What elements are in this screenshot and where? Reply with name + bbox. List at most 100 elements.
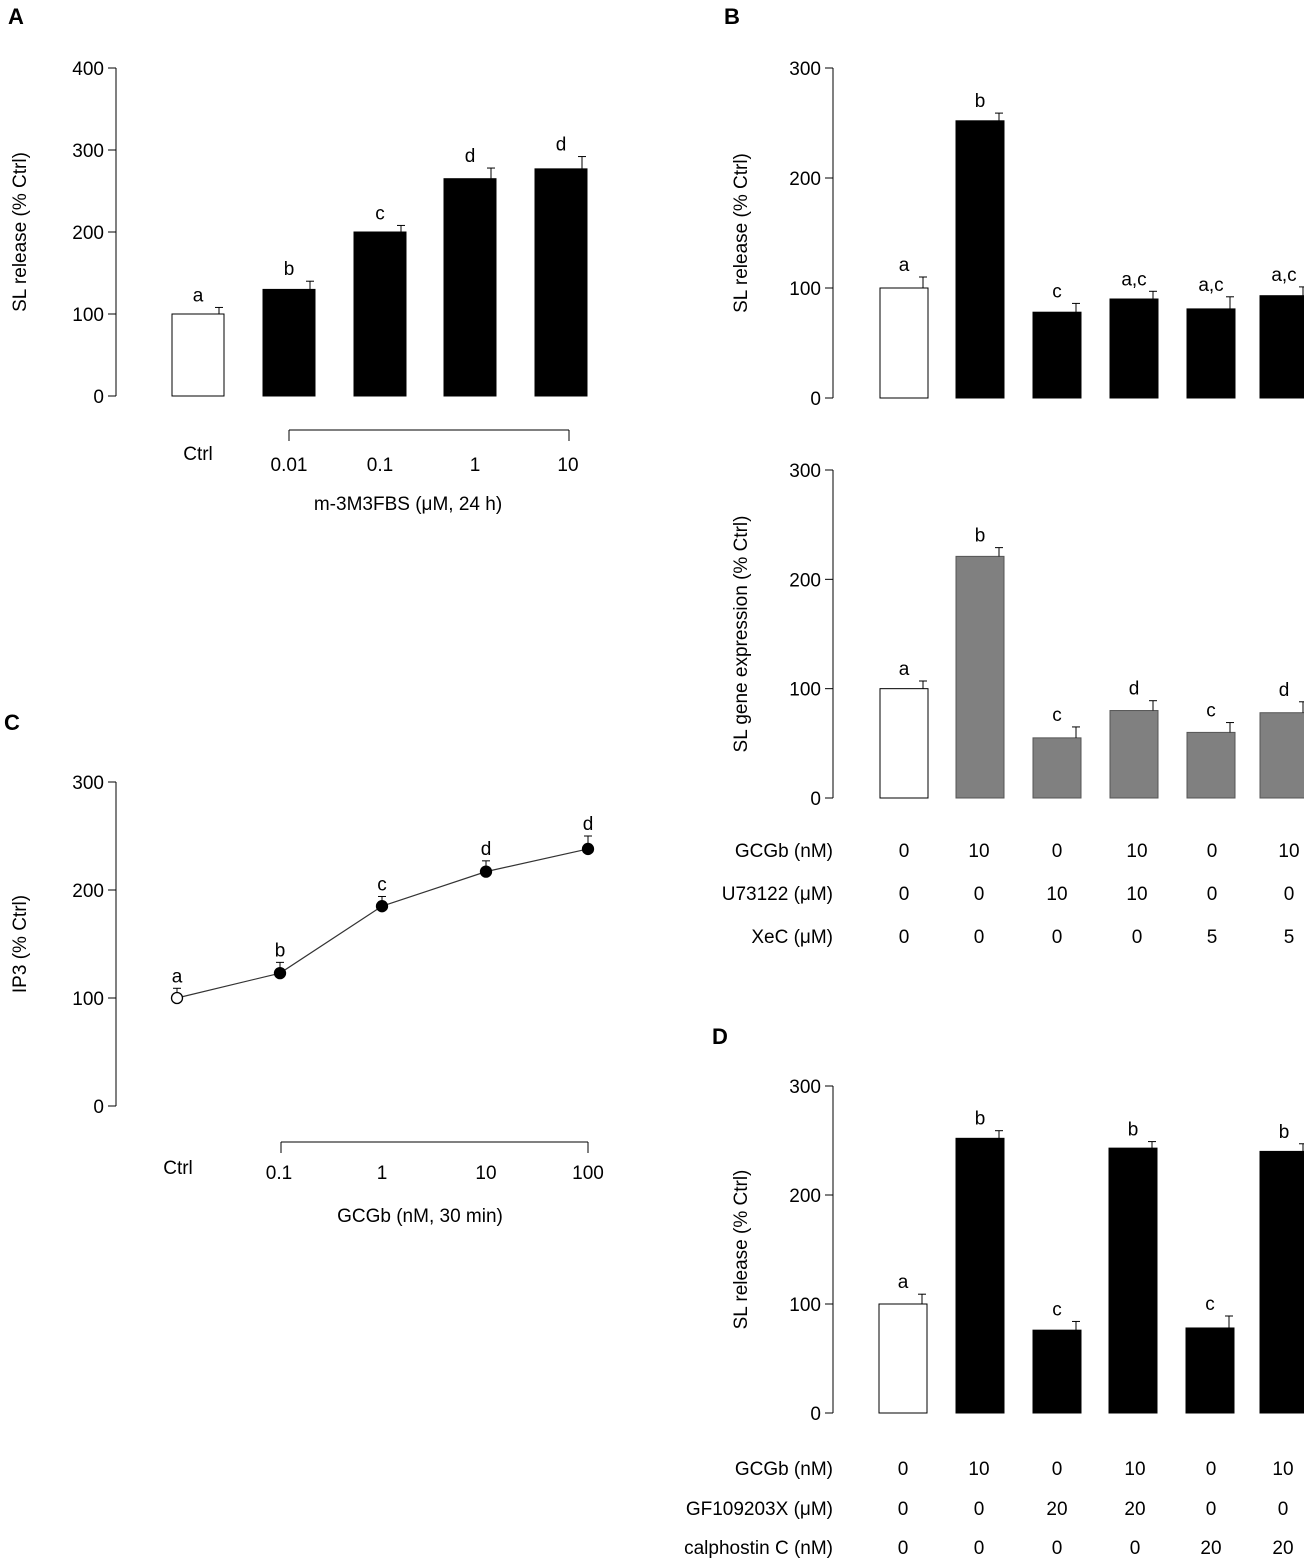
panel-b-expression-significance-letter: b: [975, 526, 986, 547]
panel-a-bar: [353, 231, 407, 397]
panel-d-treatment-value: 0: [1052, 1538, 1063, 1559]
panel-label-c: C: [4, 710, 20, 735]
panel-a-x-tick-label: 0.01: [271, 455, 308, 476]
panel-b-treatment-value: 0: [899, 884, 910, 905]
panel-c-x-tick-label: 0.1: [266, 1163, 292, 1184]
panel-a-x-tick-label: 0.1: [367, 455, 393, 476]
panel-b-significance-letter: a: [899, 255, 910, 276]
panel-d-bar: [1185, 1327, 1235, 1414]
panel-b-treatment-value: 0: [1207, 884, 1218, 905]
panel-d-y-tick-label: 300: [789, 1077, 821, 1098]
panel-b-treatment-value: 0: [899, 841, 910, 862]
panel-c-point: [273, 967, 287, 980]
panel-a-x-tick-label: 1: [470, 455, 481, 476]
panel-d-significance-letter: b: [1279, 1122, 1290, 1143]
panel-b-release-chart: 0 100 200 300 SL release (% Ctrl) a b c a,c a,c a,…: [731, 59, 1304, 410]
panel-d-significance-letter: a: [898, 1272, 909, 1293]
panel-b-expression-bar: [1032, 737, 1082, 799]
panel-b-treatment-value: 10: [968, 841, 989, 862]
panel-b-significance-letter: a,c: [1198, 275, 1223, 296]
panel-b-treatment-value: 10: [1126, 884, 1147, 905]
panel-b-y-tick-label: 300: [789, 59, 821, 80]
panel-d-treatment-value: 20: [1046, 1499, 1067, 1520]
panel-c-point: [479, 865, 493, 878]
panel-d-significance-letter: c: [1205, 1294, 1215, 1315]
panel-b-expression-y-tick-label: 100: [789, 680, 821, 701]
panel-b-treatment-value: 5: [1284, 927, 1295, 948]
panel-c-significance-letter: b: [275, 940, 286, 961]
panel-c-point: [375, 900, 389, 913]
panel-b-expression-significance-letter: a: [899, 659, 910, 680]
panel-b-expression-significance-letter: d: [1279, 680, 1290, 701]
panel-b-expression-y-tick-label: 200: [789, 570, 821, 591]
panel-c-significance-letter: c: [377, 874, 387, 895]
panel-d-treatment-value: 10: [1272, 1459, 1293, 1480]
panel-a-y-tick-label: 100: [72, 305, 104, 326]
panel-b-bar: [1259, 295, 1304, 399]
panel-d-treatment-value: 20: [1124, 1499, 1145, 1520]
panel-d-y-tick-label: 100: [789, 1295, 821, 1316]
panel-d-treatment-value: 0: [974, 1538, 985, 1559]
panel-d-bar: [1259, 1150, 1304, 1414]
panel-c-x-tick-label: 100: [572, 1163, 604, 1184]
panel-a-bar: [262, 288, 316, 397]
panel-b-bar: [955, 120, 1005, 399]
panel-c-significance-letter: a: [172, 966, 183, 987]
panel-a-significance-letter: d: [556, 135, 567, 156]
panel-d-treatment-label: GCGb (nM): [735, 1459, 833, 1480]
panel-c-x-tick-label: Ctrl: [163, 1158, 193, 1179]
panel-a-significance-letter: a: [193, 285, 204, 306]
panel-d-bar: [1108, 1147, 1158, 1414]
panel-d-treatment-label: calphostin C (nM): [684, 1538, 833, 1559]
panel-c-y-tick-label: 100: [72, 989, 104, 1010]
panel-label-b: B: [724, 4, 740, 29]
panel-b-significance-letter: a,c: [1121, 269, 1146, 290]
panel-c-y-tick-label: 200: [72, 881, 104, 902]
panel-b-treatment-value: 0: [1052, 927, 1063, 948]
panel-b-treatment-value: 0: [1132, 927, 1143, 948]
panel-c-y-axis-label: IP3 (% Ctrl): [10, 895, 31, 993]
panel-d-bar: [878, 1303, 928, 1414]
panel-d-treatment-value: 20: [1272, 1538, 1293, 1559]
panel-d-significance-letter: b: [975, 1109, 986, 1130]
panel-a-bar: [534, 168, 588, 397]
panel-a-y-tick-label: 400: [72, 59, 104, 80]
panel-a-x-axis-label: m-3M3FBS (μM, 24 h): [314, 494, 502, 515]
panel-b-expression-bar: [1259, 712, 1304, 799]
panel-c-significance-letter: d: [583, 814, 594, 835]
panel-b-expression-bar: [955, 555, 1005, 799]
panel-d-treatment-value: 0: [1206, 1459, 1217, 1480]
panel-b-treatment-value: 10: [1046, 884, 1067, 905]
panel-b-y-axis-label: SL release (% Ctrl): [731, 153, 752, 313]
panel-a-chart: 0 100 200 300 400 SL release (% Ctrl) a b c d d Ctr…: [10, 59, 588, 515]
panel-b-treatment-value: 0: [974, 927, 985, 948]
panel-b-significance-letter: a,c: [1271, 265, 1296, 286]
panel-c-y-tick-label: 300: [72, 773, 104, 794]
panel-d-treatment-value: 0: [1278, 1499, 1289, 1520]
panel-d-treatment-value: 0: [898, 1538, 909, 1559]
panel-b-bar: [1109, 298, 1159, 399]
panel-b-treatment-value: 0: [899, 927, 910, 948]
panel-label-a: A: [8, 4, 24, 29]
panel-b-significance-letter: c: [1052, 281, 1062, 302]
panel-b-y-tick-label: 100: [789, 279, 821, 300]
panel-b-expression-significance-letter: c: [1206, 701, 1216, 722]
panel-d-treatment-value: 10: [968, 1459, 989, 1480]
panel-b-y-tick-label: 0: [810, 389, 821, 410]
panel-c-point: [581, 842, 595, 856]
panel-d-y-axis-label: SL release (% Ctrl): [731, 1170, 752, 1330]
panel-b-expression-y-tick-label: 0: [810, 789, 821, 810]
panel-d-treatment-label: GF109203X (μM): [686, 1499, 833, 1520]
panel-d-bar: [955, 1137, 1005, 1414]
panel-b-treatment-value: 0: [1207, 841, 1218, 862]
panel-d-treatment-value: 0: [1130, 1538, 1141, 1559]
panel-b-treatment-value: 10: [1278, 841, 1299, 862]
panel-b-treatment-value: 0: [1052, 841, 1063, 862]
panel-d-y-tick-label: 0: [810, 1404, 821, 1425]
panel-d-treatment-value: 0: [1206, 1499, 1217, 1520]
panel-a-significance-letter: b: [284, 259, 295, 280]
panel-c-y-tick-label: 0: [93, 1097, 104, 1118]
panel-d-significance-letter: c: [1052, 1299, 1062, 1320]
panel-a-y-tick-label: 200: [72, 223, 104, 244]
